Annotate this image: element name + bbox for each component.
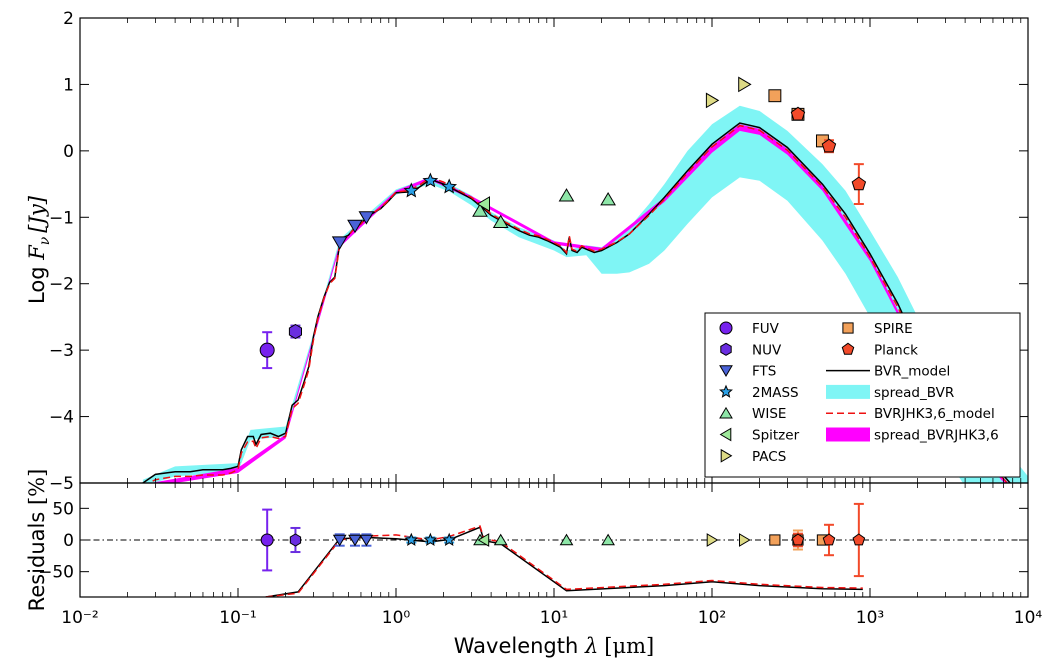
legend-marker-2mass: [719, 384, 733, 398]
legend-marker-wise: [719, 406, 733, 419]
main-point-nuv-0: [288, 323, 302, 340]
main-point-2mass-0: [403, 182, 420, 198]
main-point-spitzer-0: [476, 196, 490, 212]
res-point-planck-1: [822, 533, 836, 546]
residuals-y-axis-label: Residuals [%]: [25, 469, 49, 612]
main-point-fts-1: [347, 219, 363, 234]
res-point-spire-0: [769, 534, 781, 546]
x-tick-label: 10⁰: [382, 608, 411, 628]
res-point-wise-2: [559, 533, 574, 546]
main-point-planck-0: [790, 106, 806, 121]
res-point-2mass-2: [442, 532, 457, 546]
legend-label-fts: FTS: [752, 364, 776, 380]
main-y-tick-label: −1: [49, 208, 74, 228]
main-point-fts-2: [358, 211, 375, 225]
res-point-fuv-0: [260, 533, 274, 547]
res-y-tick-label: 0: [63, 531, 74, 551]
res-point-fts-1: [348, 534, 362, 547]
main-point-fts-0: [331, 236, 348, 250]
legend-marker-fuv: [719, 321, 733, 335]
legend-label-nuv: NUV: [752, 342, 782, 358]
legend-label-spire: SPIRE: [874, 321, 913, 337]
main-point-wise-2: [558, 188, 575, 202]
legend-label-wise: WISE: [752, 406, 786, 422]
main-y-tick-label: −3: [49, 341, 74, 361]
legend-marker-fts: [719, 365, 733, 377]
x-tick-label: 10⁴: [1014, 608, 1043, 628]
main-point-2mass-2: [441, 178, 458, 194]
main-point-pacs-0: [705, 92, 720, 109]
x-tick-label: 10¹: [540, 608, 568, 628]
legend-swatch-spread-bvrjhk3-6: [826, 427, 870, 442]
res-point-2mass-1: [423, 532, 438, 546]
res-point-2mass-0: [404, 532, 419, 546]
res-point-pacs-0: [706, 533, 719, 547]
res-point-fts-2: [359, 534, 374, 547]
legend-label-bvr-model: BVR_model: [874, 364, 950, 380]
res-point-wise-3: [601, 533, 615, 546]
x-axis-label: Wavelength λ [μm]: [454, 634, 655, 658]
main-point-wise-0: [472, 203, 488, 217]
res-point-spitzer-0: [477, 533, 490, 547]
main-point-planck-2: [851, 176, 867, 191]
main-point-fuv-0: [259, 342, 275, 358]
legend-label-spread-bvrjhk3-6: spread_BVRJHK3,6: [874, 428, 999, 444]
main-y-tick-label: 1: [63, 75, 74, 95]
x-tick-label: 10³: [856, 608, 884, 628]
main-band-spread-bvr: [142, 105, 1028, 483]
legend-marker-spire: [842, 322, 854, 334]
residuals-panel: 10⁻² 10⁻¹ 10⁰ 10¹ 10² 10³ 10⁴ 50 0 −50 Residuals …: [25, 469, 1042, 658]
main-point-wise-3: [600, 192, 616, 206]
legend-marker-planck: [841, 342, 855, 355]
main-y-tick-label: −5: [49, 474, 74, 494]
legend-marker-nuv: [720, 342, 732, 356]
legend-label-2mass: 2MASS: [752, 385, 799, 401]
res-point-pacs-1: [739, 533, 751, 547]
res-point-planck-2: [852, 533, 866, 546]
x-tick-label: 10²: [698, 608, 726, 628]
res-point-planck-0: [791, 533, 805, 546]
legend-label-spitzer: Spitzer: [752, 428, 800, 444]
legend-label-planck: Planck: [874, 342, 918, 358]
main-point-pacs-1: [738, 76, 752, 93]
res-point-wise-1: [493, 533, 508, 546]
legend-marker-spitzer: [719, 427, 732, 442]
legend-label-bvrjhk3-6-model: BVRJHK3,6_model: [874, 406, 995, 422]
res-point-fts-0: [332, 534, 347, 547]
x-tick-label: 10⁻²: [61, 608, 98, 628]
main-y-tick-label: 0: [63, 142, 74, 162]
legend-swatch-spread-bvr: [826, 384, 870, 399]
legend: FUV NUV FTS 2MASS WISE Spitzer PACS SPIRE Planck…: [704, 312, 1021, 478]
legend-label-pacs: PACS: [752, 449, 786, 465]
x-tick-label: 10⁻¹: [219, 608, 256, 628]
legend-marker-pacs: [720, 448, 733, 463]
main-y-tick-label: −4: [49, 408, 74, 428]
legend-label-fuv: FUV: [752, 321, 780, 337]
main-y-tick-label: −2: [49, 275, 74, 295]
res-y-tick-label: 50: [52, 499, 74, 519]
main-y-axis-label: Log Fν[Jy]: [25, 195, 53, 304]
main-point-planck-1: [821, 138, 837, 153]
main-panel: 2 1 0 −1 −2 −3 −4 −5 Log Fν[Jy]: [25, 9, 1029, 494]
main-y-tick-label: 2: [63, 9, 74, 29]
res-y-tick-label: −50: [38, 563, 74, 583]
legend-label-spread-bvr: spread_BVR: [874, 385, 954, 401]
main-point-wise-1: [492, 214, 509, 228]
res-point-nuv-0: [289, 533, 302, 547]
main-point-2mass-1: [422, 172, 439, 188]
main-point-spire-0: [768, 89, 782, 103]
